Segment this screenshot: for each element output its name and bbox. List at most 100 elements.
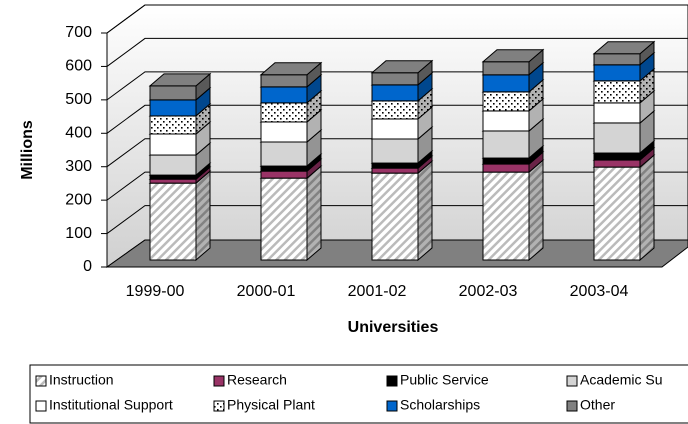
segment-shade bbox=[307, 154, 321, 172]
bar-segment bbox=[370, 159, 434, 262]
legend-swatch bbox=[213, 400, 225, 412]
segment-front bbox=[371, 162, 419, 169]
segment-shade bbox=[307, 109, 321, 142]
x-tick-label: 1999-00 bbox=[126, 283, 185, 300]
segment-top bbox=[370, 60, 434, 74]
y-tick-label: 200 bbox=[65, 191, 92, 208]
segment-front bbox=[260, 165, 308, 172]
segment-front bbox=[482, 110, 530, 132]
legend-swatch bbox=[35, 375, 47, 387]
legend-label: Research bbox=[227, 372, 287, 388]
legend-label: Other bbox=[580, 397, 615, 413]
y-axis-title: Millions bbox=[19, 120, 36, 180]
segment-shade bbox=[418, 156, 432, 174]
segment-front bbox=[593, 122, 641, 154]
bar-segment bbox=[592, 40, 656, 66]
segment-front bbox=[593, 53, 641, 66]
segment-shade bbox=[529, 160, 543, 260]
segment-front bbox=[593, 102, 641, 124]
segment-front bbox=[149, 85, 197, 101]
segment-shade bbox=[196, 103, 210, 134]
bar-segment bbox=[592, 153, 656, 262]
bar-segment bbox=[148, 72, 212, 101]
segment-shade bbox=[418, 88, 432, 119]
segment-front bbox=[260, 170, 308, 179]
segment-front bbox=[593, 80, 641, 104]
segment-front bbox=[149, 182, 197, 261]
segment-shade bbox=[640, 68, 654, 103]
segment-front bbox=[149, 115, 197, 135]
legend-box bbox=[29, 364, 688, 424]
segment-shade bbox=[529, 146, 543, 165]
segment-front bbox=[482, 171, 530, 261]
segment-shade bbox=[307, 74, 321, 103]
segment-shade bbox=[196, 87, 210, 116]
segment-shade bbox=[640, 41, 654, 65]
y-tick-label: 700 bbox=[65, 24, 92, 41]
segment-shade bbox=[418, 106, 432, 139]
grid-line bbox=[106, 37, 688, 67]
segment-front bbox=[482, 74, 530, 93]
segment-front bbox=[260, 74, 308, 88]
legend-swatch bbox=[386, 375, 398, 387]
legend-swatch bbox=[386, 400, 398, 412]
x-tick-label: 2003-04 bbox=[570, 283, 629, 300]
segment-front bbox=[371, 167, 419, 174]
legend-label: Instruction bbox=[49, 372, 114, 388]
segment-shade bbox=[640, 52, 654, 81]
segment-front bbox=[593, 152, 641, 161]
y-tick-label: 0 bbox=[83, 258, 92, 275]
legend-swatch bbox=[566, 375, 578, 387]
bars bbox=[148, 40, 656, 262]
segment-shade bbox=[529, 118, 543, 159]
segment-shade bbox=[529, 98, 543, 131]
legend-label: Public Service bbox=[400, 372, 489, 388]
bar-segment bbox=[259, 165, 323, 262]
legend-swatch bbox=[566, 400, 578, 412]
segment-front bbox=[593, 166, 641, 261]
segment-top bbox=[481, 49, 545, 63]
segment-shade bbox=[307, 90, 321, 122]
segment-shade bbox=[196, 121, 210, 156]
legend-label: Physical Plant bbox=[227, 397, 315, 413]
grid-line bbox=[106, 4, 688, 34]
segment-shade bbox=[196, 163, 210, 180]
segment-top bbox=[259, 62, 323, 76]
segment-front bbox=[482, 61, 530, 76]
segment-front bbox=[593, 64, 641, 82]
bar-segment bbox=[370, 59, 434, 86]
segment-shade bbox=[640, 90, 654, 123]
bar-segment bbox=[481, 48, 545, 76]
segment-top bbox=[592, 41, 656, 55]
x-tick-label: 2002-03 bbox=[459, 283, 518, 300]
segment-front bbox=[371, 84, 419, 102]
bar-segment bbox=[259, 61, 323, 88]
segment-front bbox=[149, 178, 197, 184]
x-tick-label: 2000-01 bbox=[237, 283, 296, 300]
y-tick-label: 600 bbox=[65, 58, 92, 75]
segment-shade bbox=[640, 148, 654, 168]
y-tick-label: 300 bbox=[65, 158, 92, 175]
y-tick-label: 100 bbox=[65, 225, 92, 242]
y-tick-label: 500 bbox=[65, 91, 92, 108]
segment-shade bbox=[418, 60, 432, 85]
legend-label: Academic Su bbox=[580, 372, 662, 388]
segment-shade bbox=[418, 161, 432, 260]
segment-front bbox=[482, 130, 530, 159]
segment-shade bbox=[307, 159, 321, 179]
segment-shade bbox=[640, 155, 654, 260]
segment-front bbox=[149, 133, 197, 156]
legend: Instruction Research Public Service Academi… bbox=[35, 372, 662, 413]
legend-swatch bbox=[213, 375, 225, 387]
segment-front bbox=[371, 72, 419, 86]
segment-shade bbox=[196, 167, 210, 184]
segment-shade bbox=[307, 166, 321, 260]
segment-shade bbox=[529, 49, 543, 75]
segment-shade bbox=[196, 73, 210, 100]
legend-label: Institutional Support bbox=[49, 397, 173, 413]
segment-front bbox=[593, 159, 641, 168]
segment-front bbox=[260, 102, 308, 123]
segment-shade bbox=[529, 62, 543, 92]
